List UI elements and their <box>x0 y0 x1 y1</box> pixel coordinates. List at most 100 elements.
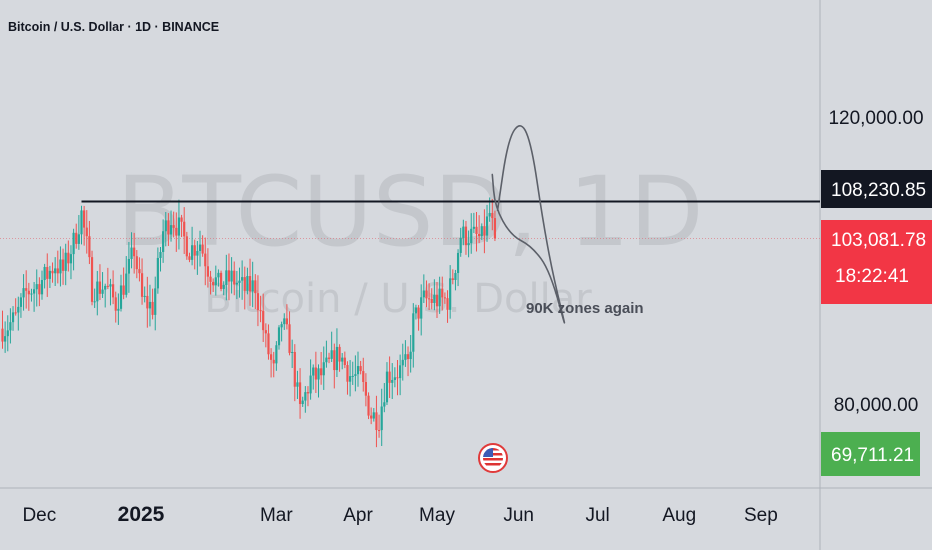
candle-body <box>304 392 307 401</box>
candle-body <box>183 221 186 237</box>
candle-body <box>148 301 152 309</box>
candle-body <box>222 284 225 289</box>
x-tick-label: Dec <box>22 505 56 526</box>
candle-body <box>162 231 165 253</box>
candle-body <box>164 220 167 232</box>
candle-body <box>64 252 67 271</box>
candle-body <box>177 217 181 236</box>
candle-body <box>33 289 36 294</box>
candle-body <box>388 371 391 383</box>
countdown-label: 18:22:41 <box>835 266 909 287</box>
candle-body <box>325 357 328 363</box>
candle-body <box>109 284 112 287</box>
x-tick-label: Apr <box>343 505 373 526</box>
watermark-name: Bitcoin / U.S. Dollar <box>204 276 592 322</box>
candle-body <box>262 310 265 331</box>
candle-body <box>248 276 252 292</box>
candle-body <box>391 379 394 383</box>
candle-body <box>156 257 159 289</box>
candle-body <box>470 228 473 244</box>
x-tick-label: Jul <box>585 505 609 526</box>
candle-body <box>414 307 418 314</box>
candle-body <box>428 298 431 300</box>
candle-body <box>225 270 228 285</box>
candle-body <box>180 217 183 222</box>
candle-body <box>451 278 454 280</box>
candle-body <box>346 365 349 382</box>
candle-body <box>188 256 191 260</box>
candle-body <box>9 322 12 331</box>
us-flag-icon[interactable] <box>478 443 508 473</box>
low-price-badge[interactable]: 69,711.21 <box>821 432 920 476</box>
candle-body <box>412 313 415 352</box>
candle-body <box>175 227 178 236</box>
candle-body <box>59 259 62 274</box>
candle-body <box>420 297 423 319</box>
x-tick-label: Mar <box>260 505 293 526</box>
candle-body <box>125 273 128 295</box>
candle-body <box>61 259 65 271</box>
candle-body <box>196 250 199 256</box>
candle-body <box>298 382 302 405</box>
candle-body <box>401 359 404 366</box>
candle-body <box>417 307 420 319</box>
candle-body <box>56 268 59 274</box>
candle-body <box>475 226 478 234</box>
candle-body <box>230 270 233 282</box>
candle-body <box>101 289 104 294</box>
candle-body <box>219 272 223 289</box>
candle-body <box>459 237 462 253</box>
candle-body <box>146 295 149 309</box>
candle-body <box>462 226 465 238</box>
candle-body <box>433 294 436 303</box>
candle-body <box>283 318 286 325</box>
watermark-ticker: BTCUSD, 1D <box>116 156 703 268</box>
last-price-badge[interactable]: 103,081.78 18:22:41 <box>821 220 932 304</box>
candle-body <box>327 357 331 359</box>
candle-body <box>488 212 491 217</box>
candle-body <box>306 392 310 394</box>
candle-body <box>130 247 133 259</box>
price-axis[interactable]: 120,000.00 80,000.00 <box>828 108 923 416</box>
candle-body <box>393 377 396 380</box>
candle-body <box>343 357 346 366</box>
candle-body <box>317 368 320 380</box>
candle-body <box>54 268 57 274</box>
x-tick-label: Jun <box>503 505 534 526</box>
candle-body <box>430 298 433 303</box>
candle-body <box>43 266 46 281</box>
x-tick-label: Sep <box>744 505 778 526</box>
candle-body <box>138 269 141 274</box>
candle-body <box>483 226 486 236</box>
candle-body <box>48 270 51 279</box>
candle-body <box>309 375 312 394</box>
candle-body <box>69 254 73 264</box>
candle-body <box>435 294 439 307</box>
candle-body <box>441 288 444 298</box>
resistance-price-badge[interactable]: 108,230.85 <box>821 170 932 208</box>
candle-body <box>277 327 281 346</box>
candle-body <box>83 210 86 228</box>
candle-body <box>117 308 120 311</box>
candle-body <box>399 365 402 379</box>
candle-body <box>259 310 262 312</box>
candle-body <box>85 227 88 237</box>
candle-body <box>341 357 344 362</box>
candle-body <box>446 298 449 310</box>
candle-body <box>320 368 323 376</box>
candle-body <box>159 252 162 258</box>
candle-body <box>98 281 102 294</box>
low-price-label: 69,711.21 <box>831 445 914 466</box>
candle-body <box>312 367 315 376</box>
candle-body <box>14 312 17 314</box>
candle-body <box>406 354 410 360</box>
candle-body <box>330 350 333 359</box>
candle-body <box>238 280 241 283</box>
candle-body <box>254 280 257 294</box>
candle-body <box>11 312 15 323</box>
candle-body <box>88 236 91 258</box>
time-axis[interactable]: Dec 2025 Mar Apr May Jun Jul Aug Sep <box>22 503 777 526</box>
candle-body <box>133 247 136 257</box>
annotation-text[interactable]: 90K zones again <box>526 300 644 317</box>
